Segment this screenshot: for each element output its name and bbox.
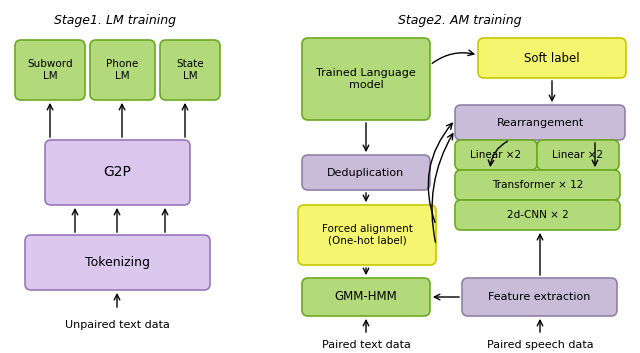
FancyBboxPatch shape [455,140,537,170]
FancyBboxPatch shape [455,105,625,140]
FancyBboxPatch shape [15,40,85,100]
Text: GMM-HMM: GMM-HMM [335,291,397,304]
Text: State
LM: State LM [176,59,204,81]
Text: G2P: G2P [104,166,131,179]
Text: Subword
LM: Subword LM [27,59,73,81]
FancyBboxPatch shape [302,278,430,316]
Text: Trained Language
model: Trained Language model [316,68,416,90]
FancyBboxPatch shape [462,278,617,316]
FancyBboxPatch shape [455,170,620,200]
Text: Deduplication: Deduplication [328,168,404,178]
Text: 2d-CNN × 2: 2d-CNN × 2 [507,210,568,220]
Text: Tokenizing: Tokenizing [85,256,150,269]
Text: Feature extraction: Feature extraction [488,292,591,302]
Text: Soft label: Soft label [524,52,580,65]
FancyBboxPatch shape [478,38,626,78]
FancyBboxPatch shape [298,205,436,265]
Text: Rearrangement: Rearrangement [497,118,584,127]
FancyBboxPatch shape [160,40,220,100]
Text: Forced alignment
(One-hot label): Forced alignment (One-hot label) [321,224,412,246]
Text: Linear ×2: Linear ×2 [470,150,522,160]
Text: Stage1. LM training: Stage1. LM training [54,14,176,27]
FancyBboxPatch shape [302,38,430,120]
Text: Unpaired text data: Unpaired text data [65,320,170,330]
Text: Phone
LM: Phone LM [106,59,139,81]
Text: Linear ×2: Linear ×2 [552,150,604,160]
FancyBboxPatch shape [302,155,430,190]
FancyBboxPatch shape [25,235,210,290]
Text: Paired text data: Paired text data [321,340,410,350]
FancyBboxPatch shape [537,140,619,170]
FancyBboxPatch shape [90,40,155,100]
Text: Stage2. AM training: Stage2. AM training [398,14,522,27]
FancyBboxPatch shape [455,200,620,230]
Text: Paired speech data: Paired speech data [486,340,593,350]
Text: Transformer × 12: Transformer × 12 [492,180,583,190]
FancyBboxPatch shape [45,140,190,205]
